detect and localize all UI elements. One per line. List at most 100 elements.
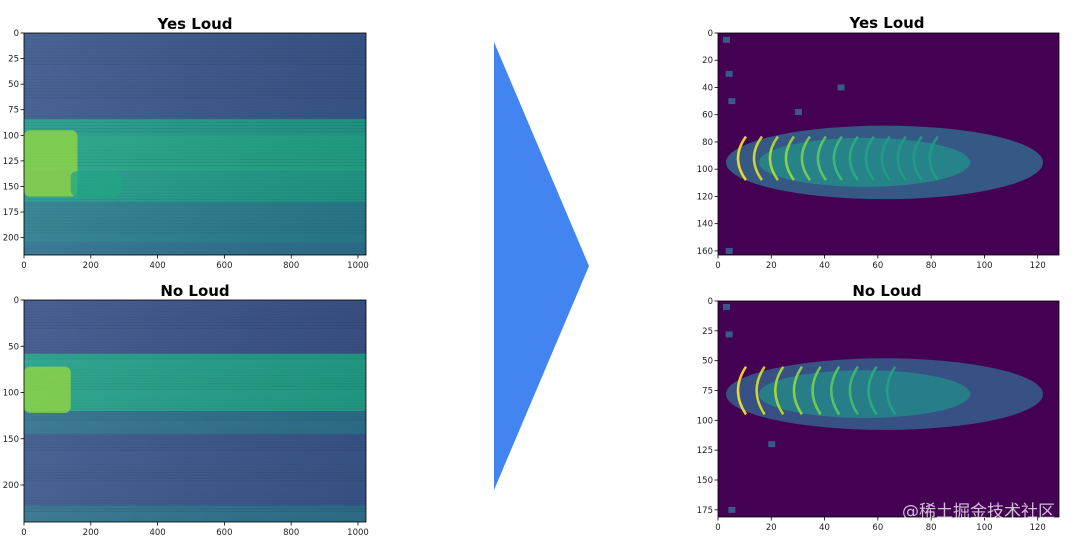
heatmap-band-shade (24, 300, 366, 354)
spectrogram-yes-loud: Yes Loud 0 200 400 600 800 1000 0 25 50 75 100 125 1… (3, 15, 369, 271)
heatmap-row (24, 36, 366, 37)
heatmap-row (24, 477, 366, 479)
harmonic-arc (811, 365, 822, 416)
heatmap-band-shade (24, 411, 366, 435)
heatmap-row (24, 186, 366, 188)
heatmap-row (24, 319, 366, 321)
x-tick-label: 40 (819, 523, 830, 533)
y-tick-label: 0 (708, 297, 713, 307)
x-tick-label: 80 (926, 261, 937, 271)
heatmap-row (24, 122, 366, 124)
heatmap-row (24, 419, 366, 421)
heatmap-row (24, 164, 366, 166)
heatmap-row (24, 48, 366, 50)
y-tick-label: 200 (3, 481, 19, 491)
heatmap-row (24, 499, 366, 501)
x-tick-label: 120 (1030, 261, 1046, 271)
y-tick-label: 175 (3, 208, 19, 218)
heatmap-cells (24, 300, 366, 522)
heatmap-row (24, 91, 366, 93)
heatmap-row (24, 455, 366, 456)
heatmap-band-shade (24, 201, 366, 243)
heatmap-row (24, 220, 366, 222)
heatmap-row (24, 447, 366, 449)
harmonic-arc (768, 135, 779, 181)
heatmap-row (24, 386, 366, 388)
heatmap-row (24, 226, 366, 228)
harmonic-arc (784, 135, 795, 181)
heatmap-band-shade (24, 135, 366, 172)
heatmap-row (24, 505, 366, 507)
heatmap-row (24, 425, 366, 426)
heatmap-row (24, 152, 366, 154)
y-tick-label: 75 (702, 387, 713, 397)
heatmap-row (24, 39, 366, 40)
heatmap-row (24, 400, 366, 401)
heatmap-row (24, 403, 366, 404)
heatmap-row (24, 229, 366, 231)
heatmap-row (24, 422, 366, 423)
harmonic-arc (848, 135, 859, 181)
heatmap-row (24, 510, 366, 512)
heatmap-row (24, 358, 366, 360)
heatmap-row (24, 411, 366, 412)
heatmap-hotspot (70, 171, 121, 197)
heatmap-energy-core (758, 370, 971, 418)
chart-title: No Loud (160, 282, 229, 300)
heatmap-hotspot (24, 366, 71, 413)
heatmap-row (24, 458, 366, 459)
heatmap-row (24, 474, 366, 476)
heatmap-row (24, 73, 366, 74)
heatmap-speck (722, 36, 730, 43)
x-tick-label: 100 (976, 523, 992, 533)
x-tick-label: 200 (83, 528, 99, 538)
y-tick-label: 25 (702, 327, 713, 337)
heatmap-row (24, 380, 366, 382)
heatmap-row (24, 349, 366, 351)
heatmap-row (24, 430, 366, 431)
heatmap-row (24, 491, 366, 492)
heatmap-row (24, 331, 366, 332)
heatmap-row (24, 113, 366, 114)
x-tick-label: 40 (819, 261, 830, 271)
y-tick-label: 50 (8, 80, 19, 90)
heatmap-row (24, 76, 366, 77)
heatmap-cells (718, 301, 1059, 517)
watermark: @稀土掘金技术社区 (902, 502, 1055, 522)
heatmap-row (24, 79, 366, 80)
heatmap-row (24, 324, 366, 326)
heatmap-row (24, 435, 366, 437)
heatmap-row (24, 242, 366, 243)
y-tick-label: 100 (3, 389, 19, 399)
heatmap-row (24, 453, 366, 454)
processed-no-loud: No Loud 0 20 40 60 80 100 120 0 25 50 75 100 125 150 1… (697, 282, 1060, 533)
heatmap-row (24, 189, 366, 191)
heatmap-row (24, 104, 366, 105)
heatmap-row (24, 306, 366, 307)
heatmap-row (24, 342, 366, 343)
harmonic-arc (896, 135, 907, 181)
heatmap-row (24, 101, 366, 102)
heatmap-row (24, 217, 366, 219)
y-tick-label: 120 (697, 192, 713, 202)
harmonic-arc (736, 135, 748, 181)
y-tick-label: 175 (697, 506, 713, 516)
x-tick-label: 400 (149, 528, 165, 538)
heatmap-row (24, 248, 366, 249)
y-tick-label: 100 (3, 131, 19, 141)
heatmap-row (24, 118, 366, 120)
heatmap-row (24, 416, 366, 418)
harmonic-arc (792, 365, 803, 416)
heatmap-speck (725, 247, 733, 254)
x-tick-label: 60 (872, 523, 883, 533)
heatmap-speck (725, 331, 733, 338)
y-tick-label: 125 (3, 157, 19, 167)
y-tick-label: 125 (697, 446, 713, 456)
heatmap-row (24, 63, 366, 65)
y-tick-label: 20 (702, 56, 713, 66)
chart-title: Yes Loud (848, 14, 924, 32)
heatmap-row (24, 472, 366, 474)
heatmap-row (24, 494, 366, 495)
heatmap-row (24, 344, 366, 346)
